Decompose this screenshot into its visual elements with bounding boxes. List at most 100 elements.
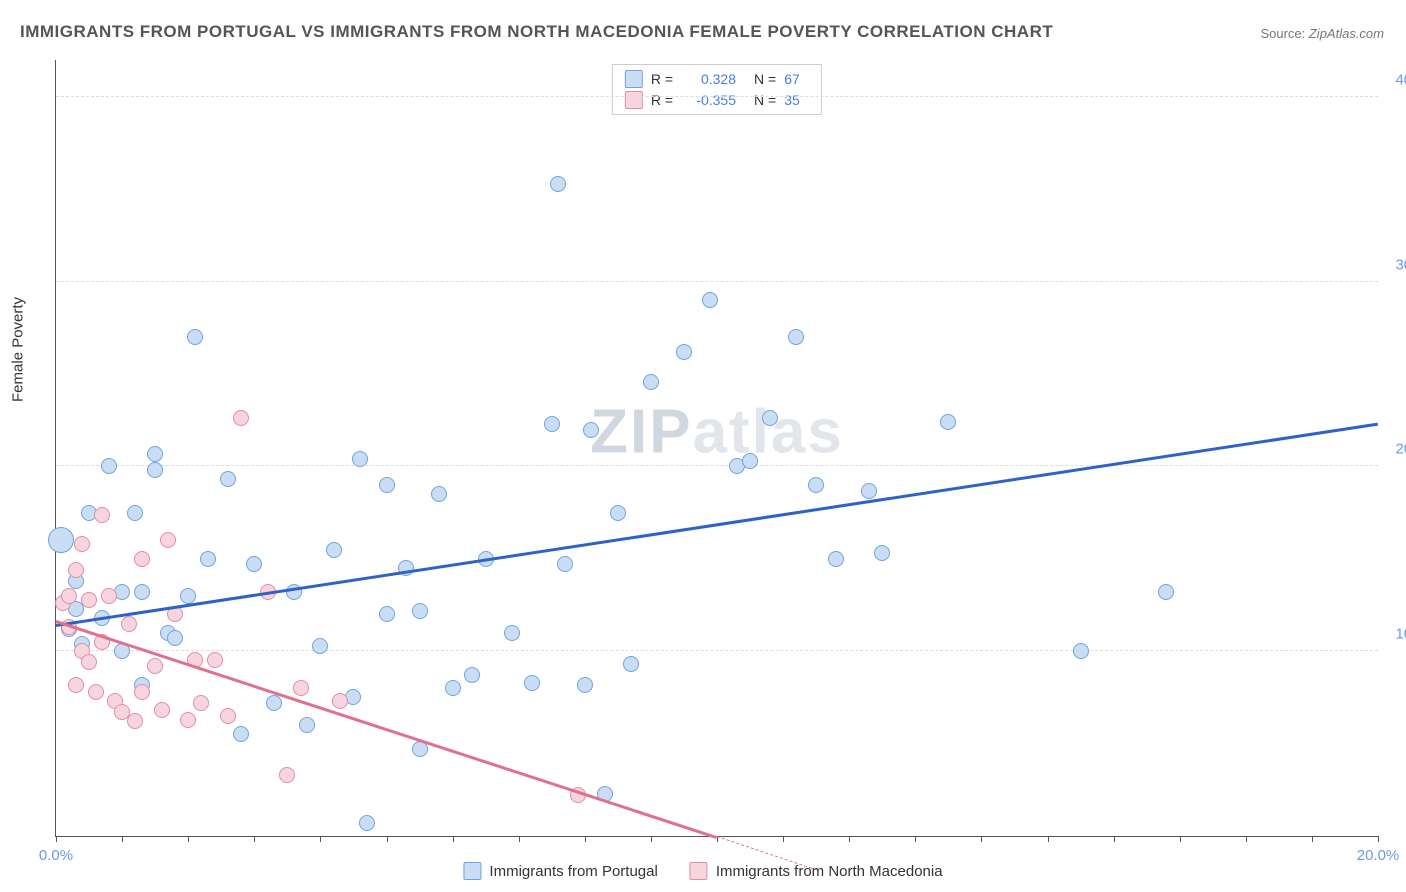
watermark: ZIPatlas xyxy=(590,397,844,468)
legend-swatch xyxy=(463,862,481,880)
xtick-mark xyxy=(453,836,454,842)
point-series-0 xyxy=(623,656,639,672)
r-label: R = xyxy=(651,71,673,87)
point-series-0 xyxy=(550,176,566,192)
xtick-mark xyxy=(1048,836,1049,842)
r-value: -0.355 xyxy=(681,92,736,108)
point-series-0 xyxy=(828,551,844,567)
legend-item: Immigrants from Portugal xyxy=(463,862,657,880)
point-series-1 xyxy=(233,410,249,426)
point-series-0 xyxy=(464,667,480,683)
point-series-0 xyxy=(180,588,196,604)
legend-label: Immigrants from North Macedonia xyxy=(716,863,943,880)
xtick-mark xyxy=(56,836,57,842)
point-series-1 xyxy=(279,767,295,783)
xtick-mark xyxy=(320,836,321,842)
point-series-1 xyxy=(121,616,137,632)
point-series-0 xyxy=(445,680,461,696)
legend-item: Immigrants from North Macedonia xyxy=(690,862,943,880)
point-series-1 xyxy=(332,693,348,709)
point-series-0 xyxy=(220,471,236,487)
n-label: N = xyxy=(754,71,776,87)
point-series-1 xyxy=(154,702,170,718)
point-series-1 xyxy=(127,713,143,729)
point-series-0 xyxy=(940,414,956,430)
point-series-0 xyxy=(326,542,342,558)
legend-label: Immigrants from Portugal xyxy=(489,863,657,880)
point-series-0 xyxy=(134,584,150,600)
point-series-0 xyxy=(874,545,890,561)
n-value: 35 xyxy=(784,92,809,108)
point-series-1 xyxy=(147,658,163,674)
point-series-0 xyxy=(702,292,718,308)
chart-container: IMMIGRANTS FROM PORTUGAL VS IMMIGRANTS F… xyxy=(0,0,1406,892)
point-series-0 xyxy=(379,606,395,622)
xtick-mark xyxy=(188,836,189,842)
point-series-0 xyxy=(524,675,540,691)
gridline-h xyxy=(56,281,1378,282)
xtick-mark xyxy=(1246,836,1247,842)
xtick-mark xyxy=(981,836,982,842)
point-big xyxy=(48,527,74,553)
legend-row: R =0.328N =67 xyxy=(625,70,809,88)
point-series-0 xyxy=(379,477,395,493)
point-series-0 xyxy=(583,422,599,438)
point-series-1 xyxy=(293,680,309,696)
point-series-0 xyxy=(352,451,368,467)
gridline-h xyxy=(56,465,1378,466)
point-series-0 xyxy=(577,677,593,693)
point-series-1 xyxy=(134,684,150,700)
legend-swatch xyxy=(625,91,643,109)
point-series-0 xyxy=(788,329,804,345)
point-series-0 xyxy=(266,695,282,711)
correlation-legend: R =0.328N =67R =-0.355N =35 xyxy=(612,64,822,115)
xtick-mark xyxy=(1180,836,1181,842)
ytick-label: 40.0% xyxy=(1383,71,1406,88)
point-series-1 xyxy=(94,507,110,523)
trendline-0 xyxy=(56,422,1378,626)
xtick-mark xyxy=(651,836,652,842)
point-series-1 xyxy=(81,654,97,670)
point-series-1 xyxy=(68,562,84,578)
point-series-0 xyxy=(431,486,447,502)
point-series-1 xyxy=(160,532,176,548)
xtick-mark xyxy=(519,836,520,842)
point-series-0 xyxy=(504,625,520,641)
chart-title: IMMIGRANTS FROM PORTUGAL VS IMMIGRANTS F… xyxy=(20,22,1053,42)
point-series-0 xyxy=(167,630,183,646)
point-series-0 xyxy=(557,556,573,572)
gridline-h xyxy=(56,650,1378,651)
point-series-0 xyxy=(1158,584,1174,600)
point-series-0 xyxy=(312,638,328,654)
ytick-label: 30.0% xyxy=(1383,256,1406,273)
gridline-h xyxy=(56,96,1378,97)
point-series-0 xyxy=(742,453,758,469)
point-series-0 xyxy=(643,374,659,390)
point-series-1 xyxy=(101,588,117,604)
point-series-0 xyxy=(233,726,249,742)
xtick-label: 0.0% xyxy=(39,847,73,864)
n-value: 67 xyxy=(784,71,809,87)
xtick-mark xyxy=(585,836,586,842)
xtick-mark xyxy=(254,836,255,842)
point-series-0 xyxy=(359,815,375,831)
xtick-mark xyxy=(783,836,784,842)
point-series-1 xyxy=(220,708,236,724)
point-series-0 xyxy=(101,458,117,474)
point-series-1 xyxy=(180,712,196,728)
point-series-1 xyxy=(61,588,77,604)
point-series-0 xyxy=(147,446,163,462)
xtick-label: 20.0% xyxy=(1357,847,1400,864)
ytick-label: 10.0% xyxy=(1383,626,1406,643)
point-series-0 xyxy=(187,329,203,345)
plot-area: ZIPatlas R =0.328N =67R =-0.355N =35 10.… xyxy=(55,60,1378,837)
point-series-0 xyxy=(299,717,315,733)
point-series-0 xyxy=(610,505,626,521)
point-series-0 xyxy=(147,462,163,478)
point-series-0 xyxy=(200,551,216,567)
xtick-mark xyxy=(1378,836,1379,842)
point-series-1 xyxy=(207,652,223,668)
point-series-1 xyxy=(88,684,104,700)
trendline-1 xyxy=(56,620,718,839)
r-label: R = xyxy=(651,92,673,108)
